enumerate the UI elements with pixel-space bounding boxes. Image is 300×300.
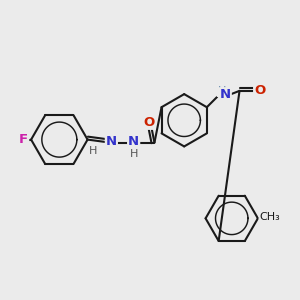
Text: H: H xyxy=(218,86,226,96)
Text: N: N xyxy=(220,88,231,101)
Text: N: N xyxy=(106,135,117,148)
Text: O: O xyxy=(143,116,155,129)
Text: H: H xyxy=(89,146,97,156)
Text: N: N xyxy=(128,135,139,148)
Text: O: O xyxy=(254,84,266,98)
Text: F: F xyxy=(19,133,28,146)
Text: H: H xyxy=(130,149,138,159)
Text: CH₃: CH₃ xyxy=(260,212,280,222)
